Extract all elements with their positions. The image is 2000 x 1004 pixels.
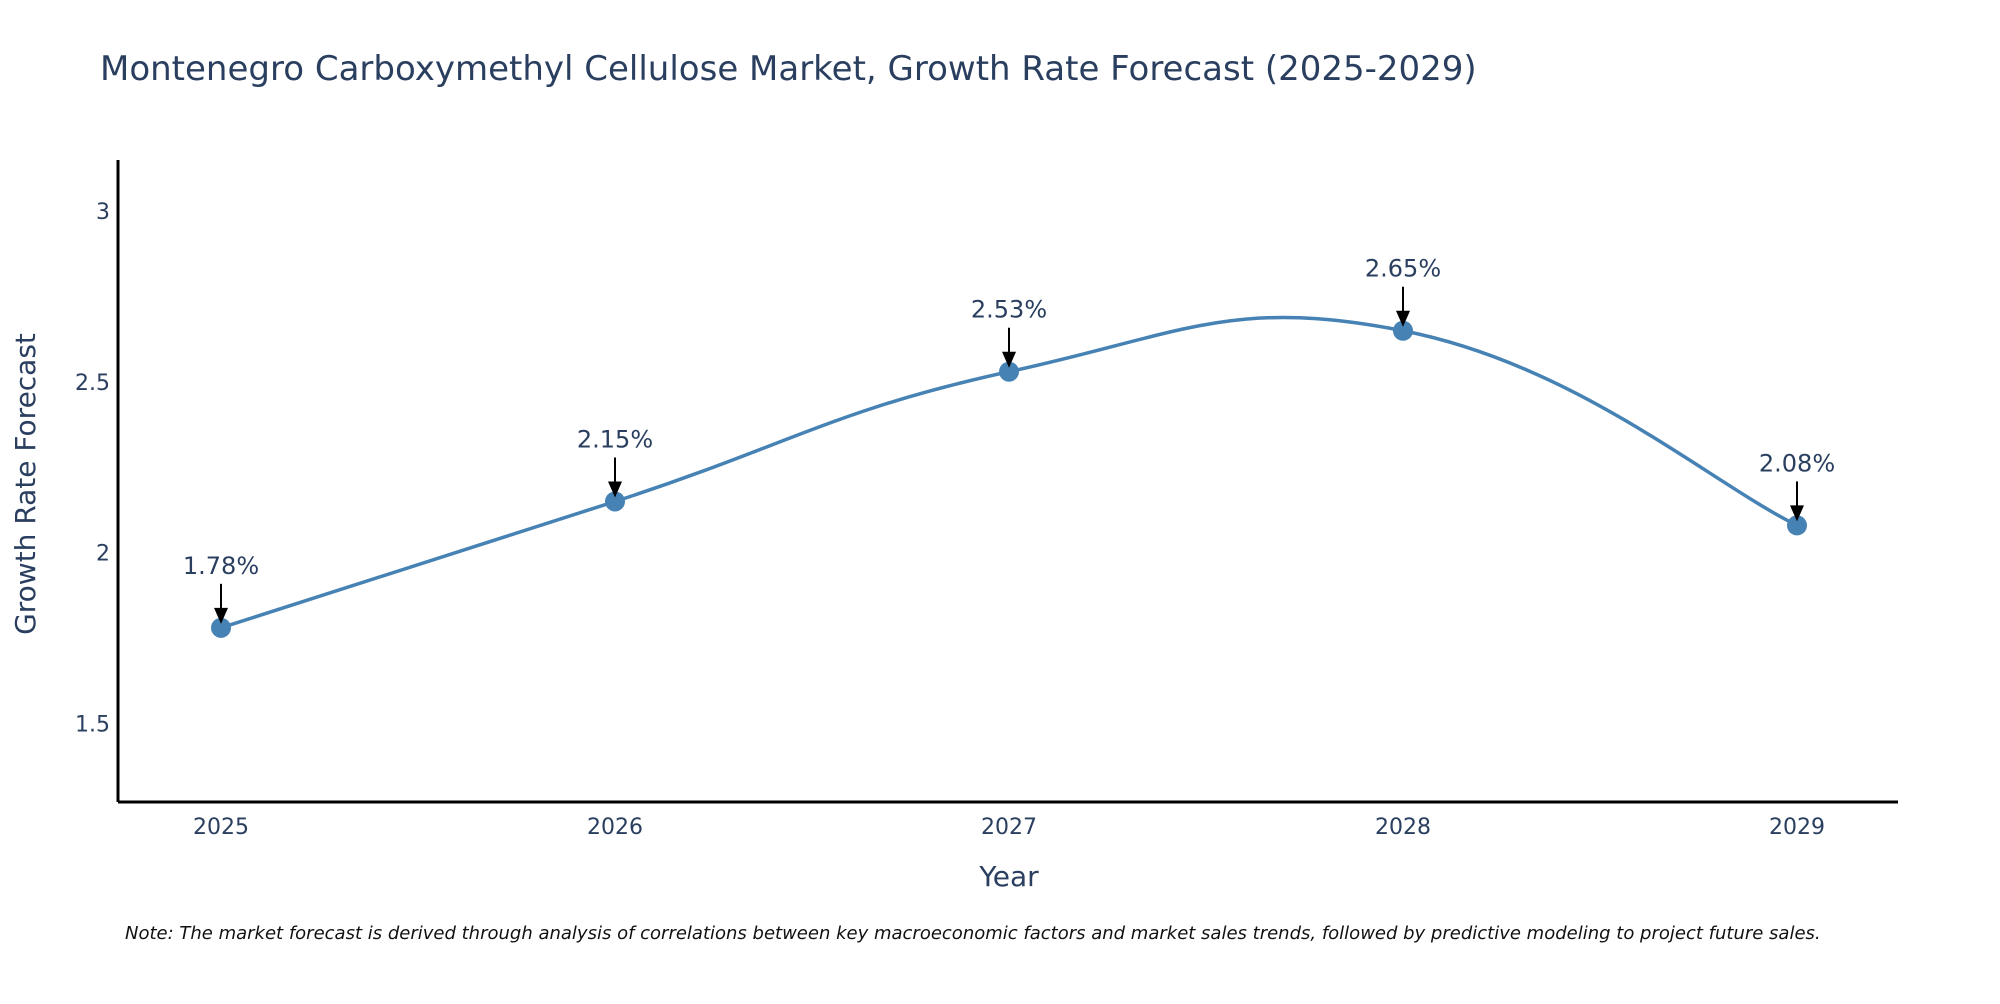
annotation-arrow-head <box>608 481 622 498</box>
x-tick-label: 2027 <box>981 815 1037 840</box>
x-tick-label: 2026 <box>587 815 643 840</box>
data-label: 2.53% <box>971 296 1047 324</box>
chart-note: Note: The market forecast is derived thr… <box>125 923 1821 944</box>
y-axis-title: Growth Rate Forecast <box>9 333 42 635</box>
data-point <box>1393 320 1413 341</box>
annotation-arrow-head <box>1396 310 1410 327</box>
annotation-arrow-head <box>1790 505 1804 522</box>
x-tick-label: 2028 <box>1375 815 1431 840</box>
y-axis-ticks: 1.5 2 2.5 3 <box>75 200 110 737</box>
x-axis-ticks: 2025 2026 2027 2028 2029 <box>193 815 1825 840</box>
data-annotations: 1.78% 2.15% 2.53% 2.65% 2.08% <box>183 255 1835 624</box>
x-axis-title: Year <box>978 860 1039 893</box>
chart-title: Montenegro Carboxymethyl Cellulose Marke… <box>100 49 1477 89</box>
y-tick-label: 1.5 <box>75 712 110 737</box>
x-tick-label: 2029 <box>1769 815 1825 840</box>
data-point <box>999 361 1019 382</box>
y-tick-label: 2.5 <box>75 371 110 396</box>
data-markers <box>211 320 1807 638</box>
data-point <box>1787 515 1807 536</box>
annotation-arrow-head <box>1002 351 1016 368</box>
data-label: 2.65% <box>1365 255 1441 283</box>
data-point <box>211 617 231 638</box>
y-tick-label: 3 <box>96 200 110 225</box>
data-label: 2.08% <box>1759 449 1835 477</box>
annotation-arrow-head <box>214 607 228 624</box>
data-label: 1.78% <box>183 552 259 580</box>
data-label: 2.15% <box>577 425 653 453</box>
x-tick-label: 2025 <box>193 815 249 840</box>
data-point <box>605 491 625 512</box>
y-tick-label: 2 <box>96 542 110 567</box>
